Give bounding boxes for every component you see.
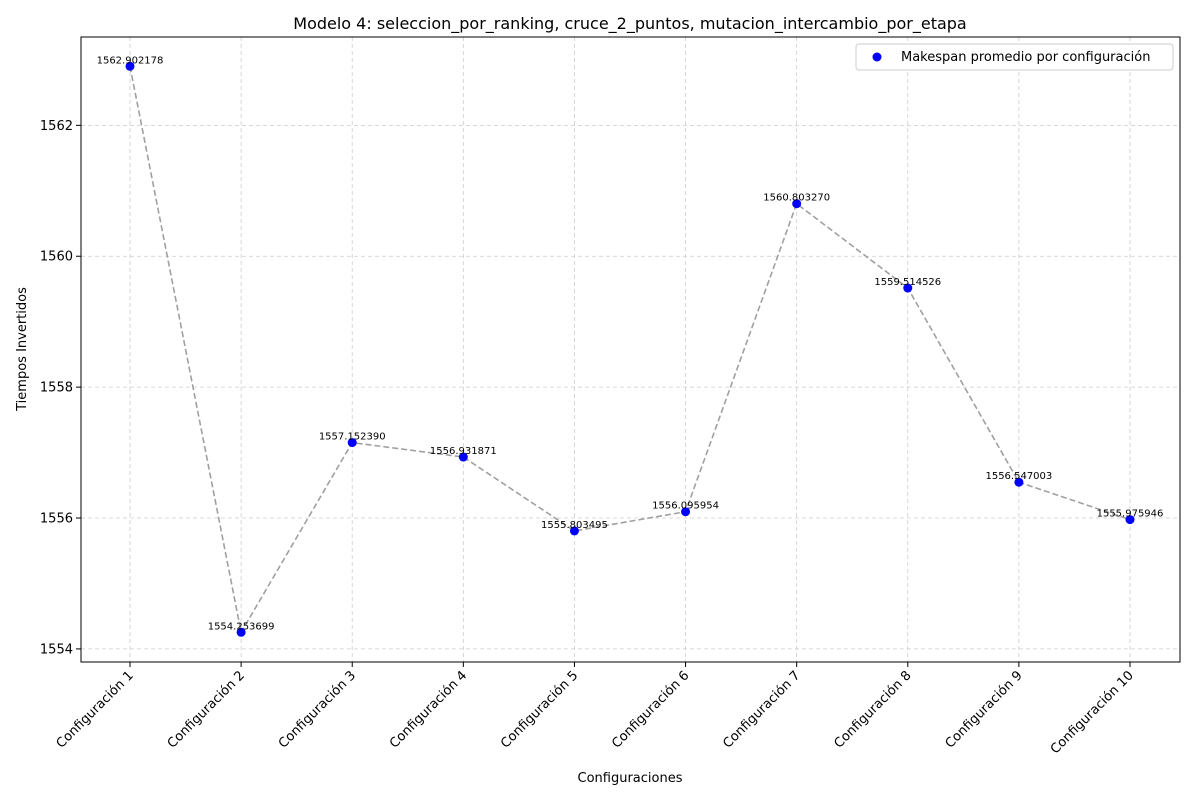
x-tick-label: Configuración 2 xyxy=(165,668,248,751)
series-connector-line xyxy=(129,66,1131,635)
data-label: 1555.975946 xyxy=(1097,509,1164,520)
y-tick-label: 1558 xyxy=(40,381,73,396)
data-point xyxy=(458,452,468,462)
x-tick-label: Configuración 4 xyxy=(387,668,470,751)
y-tick-label: 1556 xyxy=(40,512,73,527)
chart-title: Modelo 4: seleccion_por_ranking, cruce_2… xyxy=(293,14,966,34)
data-point xyxy=(903,283,913,293)
x-tick-label: Configuración 8 xyxy=(831,668,914,751)
points-layer xyxy=(125,61,1135,637)
x-tick-label: Configuración 7 xyxy=(720,668,803,751)
legend: Makespan promedio por configuración xyxy=(855,43,1174,71)
grid-layer xyxy=(81,37,1180,662)
data-point xyxy=(1125,515,1135,525)
data-labels-layer: 1562.902178 1554.253699 1557.152390 1556.93… xyxy=(97,55,1164,632)
data-point xyxy=(569,526,579,536)
y-tick-label: 1560 xyxy=(40,250,73,265)
x-tick-label: Configuración 5 xyxy=(498,668,581,751)
data-point xyxy=(1014,477,1024,487)
data-label: 1555.803495 xyxy=(541,520,608,531)
x-tick-label: Configuración 1 xyxy=(54,668,137,751)
data-point xyxy=(347,438,357,448)
data-label: 1556.095954 xyxy=(652,501,719,512)
data-label: 1556.547003 xyxy=(985,471,1052,482)
legend-box xyxy=(855,43,1174,71)
x-tick-label: Configuración 6 xyxy=(609,668,692,751)
data-label: 1560.803270 xyxy=(763,193,830,204)
legend-entry: Makespan promedio por configuración xyxy=(901,50,1150,65)
x-tick-label: Configuración 10 xyxy=(1048,668,1137,757)
data-point xyxy=(792,199,802,209)
data-label: 1562.902178 xyxy=(97,55,164,66)
data-point xyxy=(125,61,135,71)
data-label: 1556.931871 xyxy=(430,446,497,457)
y-axis-label: Tiempos Invertidos xyxy=(15,287,30,412)
plot-frame xyxy=(80,36,1181,663)
y-tick-label: 1554 xyxy=(40,642,73,657)
connector-layer xyxy=(129,66,1131,635)
y-tick-label: 1562 xyxy=(40,119,73,134)
x-tick-label: Configuración 3 xyxy=(276,668,359,751)
data-point xyxy=(681,507,691,517)
x-axis-label: Configuraciones xyxy=(578,771,683,786)
data-label: 1554.253699 xyxy=(208,621,275,632)
data-label: 1557.152390 xyxy=(319,432,386,443)
data-label: 1559.514526 xyxy=(874,277,941,288)
x-tick-label: Configuración 9 xyxy=(943,668,1026,751)
legend-marker xyxy=(872,52,882,62)
data-point xyxy=(236,627,246,637)
